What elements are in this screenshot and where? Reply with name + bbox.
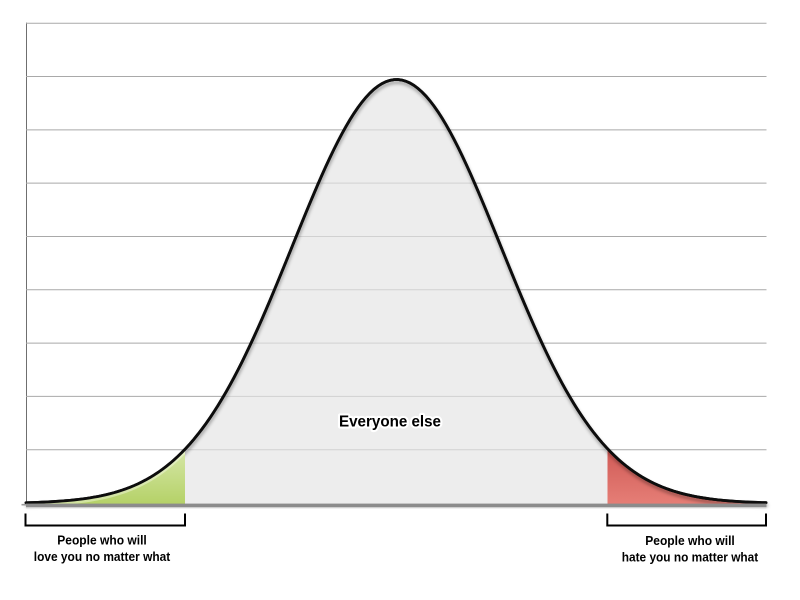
svg-text:hate you no matter what: hate you no matter what xyxy=(622,551,759,565)
svg-text:love you no matter what: love you no matter what xyxy=(34,550,171,564)
svg-text:People who will: People who will xyxy=(645,534,735,548)
svg-text:Everyone else: Everyone else xyxy=(339,413,441,430)
svg-text:People who will: People who will xyxy=(57,534,147,548)
